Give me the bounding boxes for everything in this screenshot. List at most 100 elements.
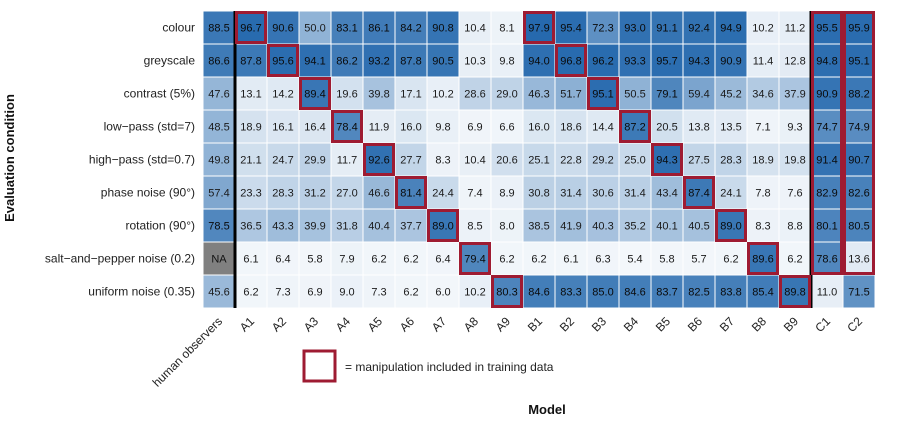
heatmap-cell bbox=[266, 208, 300, 243]
cell-value-label: 6.1 bbox=[243, 254, 258, 266]
cell-value-label: 88.2 bbox=[848, 89, 869, 101]
cell-value-label: 31.2 bbox=[304, 188, 325, 200]
cell-value-label: 9.8 bbox=[435, 122, 450, 134]
heatmap-cell bbox=[682, 10, 716, 45]
heatmap-cell bbox=[778, 76, 812, 111]
legend: = manipulation included in training data bbox=[302, 349, 554, 383]
heatmap-cell bbox=[554, 76, 588, 111]
cell-value-label: 7.8 bbox=[755, 188, 770, 200]
cell-value-label: 10.3 bbox=[464, 56, 485, 68]
heatmap-cell bbox=[746, 109, 780, 144]
cell-value-label: 5.8 bbox=[659, 254, 674, 266]
cell-value-label: 82.6 bbox=[848, 188, 869, 200]
training-highlight-box bbox=[427, 209, 459, 242]
cell-value-label: 6.2 bbox=[403, 287, 418, 299]
heatmap-cell bbox=[202, 241, 236, 276]
cell-value-label: 72.3 bbox=[592, 23, 613, 35]
cell-value-label: 10.2 bbox=[752, 23, 773, 35]
cell-value-label: 87.8 bbox=[240, 56, 261, 68]
heatmap-cell bbox=[842, 43, 876, 78]
cell-value-label: 83.1 bbox=[336, 23, 357, 35]
heatmap-cell bbox=[682, 208, 716, 243]
column-labels: human observers A1 A2 A3 A4 A5 A6 A7 A8 A9 B1 B2 B3 B… bbox=[150, 314, 866, 390]
cell-value-label: 46.3 bbox=[528, 89, 549, 101]
cell-value-label: 90.9 bbox=[816, 89, 837, 101]
cell-value-label: 84.6 bbox=[528, 287, 549, 299]
cell-value-label: 6.6 bbox=[499, 122, 514, 134]
training-highlight-box bbox=[811, 11, 843, 275]
cell-value-label: 71.5 bbox=[848, 287, 869, 299]
cell-value-label: 6.3 bbox=[595, 254, 610, 266]
cell-value-label: 31.4 bbox=[560, 188, 581, 200]
row-label: colour bbox=[162, 21, 195, 35]
heatmap-cell bbox=[490, 274, 524, 309]
cell-value-label: 20.5 bbox=[656, 122, 677, 134]
training-highlight-box bbox=[779, 275, 811, 308]
training-highlight-box bbox=[523, 11, 555, 44]
cell-value-label: 9.3 bbox=[787, 122, 802, 134]
heatmap-cell bbox=[490, 109, 524, 144]
heatmap-cell bbox=[202, 109, 236, 144]
cell-value-label: 89.4 bbox=[304, 89, 325, 101]
cell-value-label: 31.8 bbox=[336, 221, 357, 233]
training-highlight-box bbox=[683, 176, 715, 209]
cell-value-label: 8.3 bbox=[435, 155, 450, 167]
column-label: B7 bbox=[717, 314, 738, 335]
column-label: A5 bbox=[365, 314, 386, 335]
column-label: C2 bbox=[844, 314, 865, 335]
training-highlight-box bbox=[363, 143, 395, 176]
training-highlight-box bbox=[651, 143, 683, 176]
training-highlight-box bbox=[747, 242, 779, 275]
cell-value-label: 27.5 bbox=[688, 155, 709, 167]
heatmap-cell bbox=[266, 175, 300, 210]
cell-value-label: 7.3 bbox=[275, 287, 290, 299]
cell-value-label: 49.8 bbox=[208, 155, 229, 167]
cell-value-label: 57.4 bbox=[208, 188, 229, 200]
heatmap-cell bbox=[362, 10, 396, 45]
heatmap-cell bbox=[266, 142, 300, 177]
column-label: B5 bbox=[653, 314, 674, 335]
heatmap-cell bbox=[522, 76, 556, 111]
cell-value-label: 25.1 bbox=[528, 155, 549, 167]
training-highlight-box bbox=[555, 44, 587, 77]
cell-value-label: 6.2 bbox=[499, 254, 514, 266]
heatmap-cell bbox=[522, 142, 556, 177]
heatmap-cell bbox=[266, 241, 300, 276]
cell-value-label: 51.7 bbox=[560, 89, 581, 101]
cell-value-label: 86.2 bbox=[336, 56, 357, 68]
heatmap-cell bbox=[714, 10, 748, 45]
cell-value-label: 11.7 bbox=[337, 155, 358, 167]
heatmap-cell bbox=[426, 274, 460, 309]
cell-value-label: 19.8 bbox=[784, 155, 805, 167]
cell-value-label: 95.7 bbox=[656, 56, 677, 68]
heatmap-cell bbox=[490, 241, 524, 276]
heatmap-cell bbox=[554, 10, 588, 45]
heatmap-cell bbox=[522, 274, 556, 309]
heatmap-cell bbox=[586, 274, 620, 309]
row-label: rotation (90°) bbox=[126, 219, 196, 233]
cell-value-label: 11.2 bbox=[785, 23, 806, 35]
cell-value-label: 8.8 bbox=[787, 221, 802, 233]
heatmap-cell bbox=[554, 142, 588, 177]
heatmap-cell bbox=[554, 109, 588, 144]
column-label: B3 bbox=[589, 314, 610, 335]
cell-value-label: 14.4 bbox=[592, 122, 613, 134]
heatmap-cell bbox=[330, 109, 364, 144]
cell-value-label: 10.4 bbox=[464, 155, 485, 167]
cell-value-label: 78.4 bbox=[336, 122, 357, 134]
heatmap-cell bbox=[618, 142, 652, 177]
heatmap-cell bbox=[458, 76, 492, 111]
cell-value-label: 10.4 bbox=[464, 23, 485, 35]
cell-value-label: 95.6 bbox=[272, 56, 293, 68]
training-highlights bbox=[235, 11, 875, 308]
cell-value-label: 43.4 bbox=[656, 188, 677, 200]
cell-value-label: 7.9 bbox=[339, 254, 354, 266]
cell-value-label: 45.2 bbox=[720, 89, 741, 101]
cell-value-label: 93.3 bbox=[624, 56, 645, 68]
heatmap-cell bbox=[490, 43, 524, 78]
cell-value-label: 29.9 bbox=[304, 155, 325, 167]
column-label: C1 bbox=[812, 314, 833, 335]
cell-value-label: 87.8 bbox=[400, 56, 421, 68]
cell-value-label: 94.9 bbox=[720, 23, 741, 35]
heatmap-cell bbox=[778, 208, 812, 243]
